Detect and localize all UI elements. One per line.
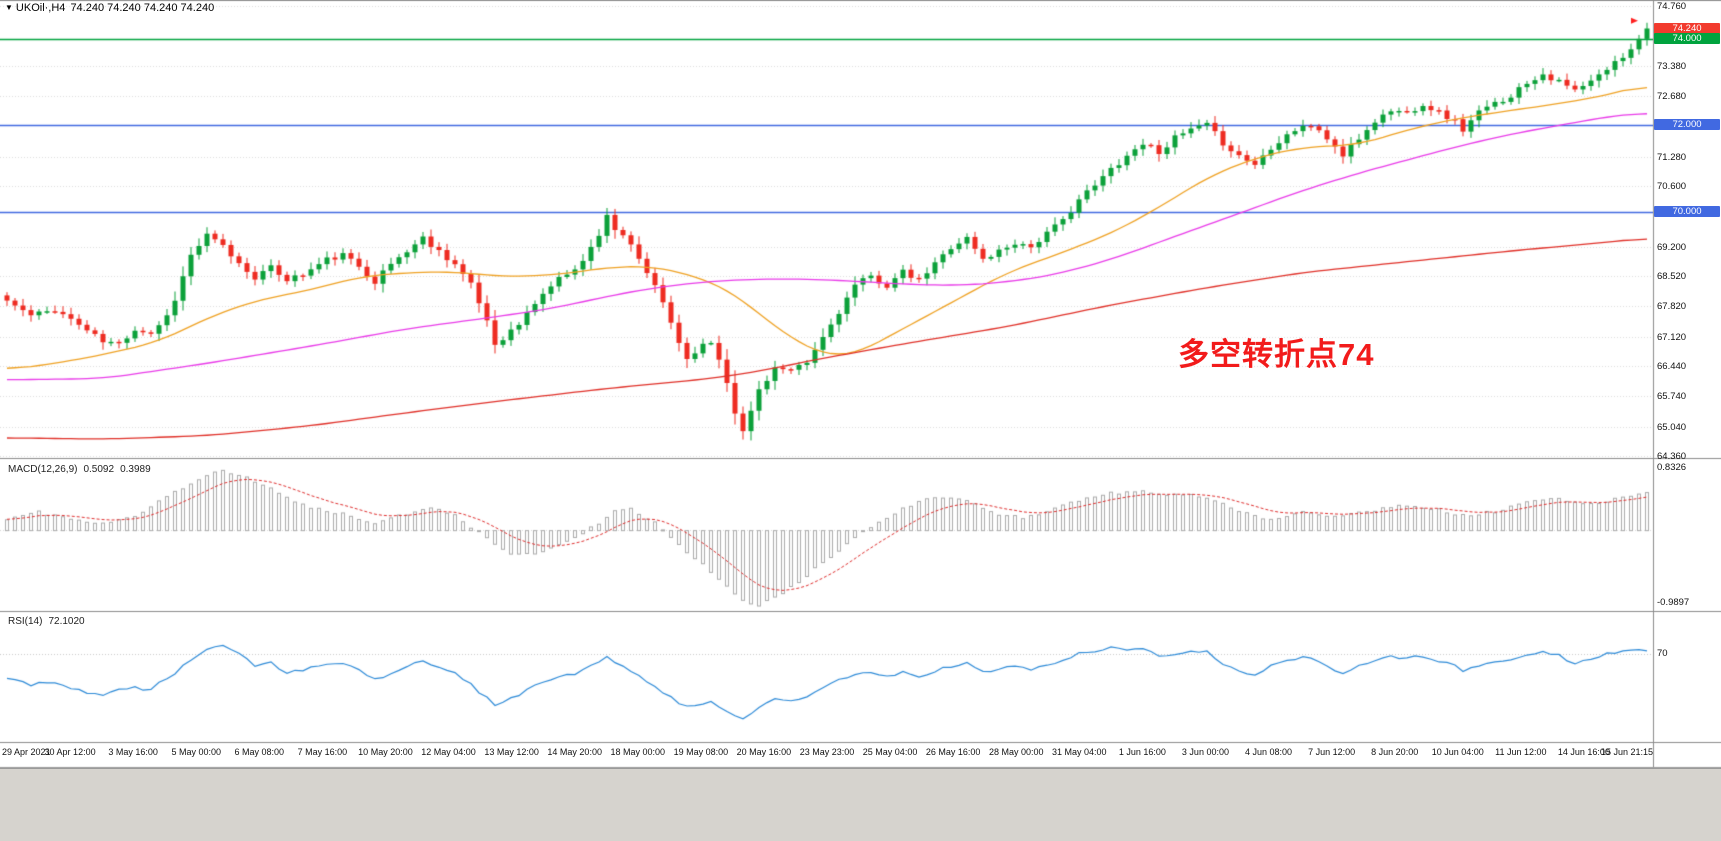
time-label: 3 May 16:00 [108,747,158,757]
rsi-value: 72.1020 [48,616,85,627]
rsi-indicator-label: RSI(14) 72.1020 [8,616,91,627]
time-label: 7 May 16:00 [297,747,348,757]
price-tick-label: 69.200 [1657,241,1687,253]
symbol-header: ▼ UKOil·,H4 74.240 74.240 74.240 74.240 [5,2,214,14]
symbol-title: UKOil·,H4 [15,2,66,14]
time-label: 5 May 00:00 [171,747,221,757]
time-label: 10 Jun 04:00 [1431,747,1484,757]
price-badge: 74.240 [1654,22,1720,34]
price-axis: 74.760 73.380 72.680 71.280 70.600 69.200 68.5… [1653,0,1721,742]
price-tick-label: 67.120 [1657,331,1687,343]
symbol-quotes: 74.240 74.240 74.240 74.240 [70,2,215,14]
rsi-level-70-label: 70 [1657,648,1668,659]
time-label: 19 May 08:00 [673,747,729,757]
time-label: 18 May 00:00 [610,747,666,757]
time-label: 14 Jun 16:00 [1557,747,1610,757]
time-label: 29 Apr 2021 [2,747,51,757]
price-tick-label: 67.820 [1657,301,1687,313]
macd-signal-value: 0.3989 [120,464,151,475]
macd-name: MACD(12,26,9) [8,464,78,475]
price-tick-label: 65.740 [1657,391,1687,403]
time-label: 12 May 04:00 [421,747,476,757]
time-label: 26 May 16:00 [925,747,981,757]
time-label: 6 May 08:00 [234,747,285,757]
time-label: 14 May 20:00 [547,747,602,757]
time-label: 31 May 04:00 [1052,747,1107,757]
time-label: 20 May 16:00 [736,747,792,757]
price-badge: 70.000 [1654,205,1720,217]
time-label: 13 May 12:00 [484,747,539,757]
macd-axis-min-label: -0.9897 [1657,597,1690,608]
time-label: 1 Jun 16:00 [1118,747,1166,757]
time-label: 10 May 20:00 [358,747,413,757]
time-label: 7 Jun 12:00 [1308,747,1356,757]
price-tick-label: 66.440 [1657,361,1687,372]
rsi-name: RSI(14) [8,616,43,627]
macd-axis-max-label: 0.8326 [1657,462,1687,473]
time-axis: 29 Apr 2021 30 Apr 12:00 3 May 16:00 5 May … [0,742,1653,768]
time-label: 25 May 04:00 [862,747,918,757]
price-tick-label: 74.760 [1657,1,1687,12]
time-label: 30 Apr 12:00 [44,747,96,757]
price-tick-label: 64.360 [1657,451,1687,462]
price-badge: 74.000 [1654,32,1720,44]
macd-indicator-label: MACD(12,26,9) 0.5092 0.3989 [8,464,157,475]
price-tick-label: 73.380 [1657,60,1687,72]
price-tick-label: 65.040 [1657,421,1687,433]
time-label: 4 Jun 08:00 [1245,747,1293,757]
price-tick-label: 70.600 [1657,181,1687,192]
time-label: 28 May 00:00 [988,747,1044,757]
price-tick-label: 72.680 [1657,91,1687,102]
symbol-dropdown-icon[interactable]: ▼ [5,3,13,12]
macd-value: 0.5092 [83,464,115,475]
price-tick-label: 68.520 [1657,271,1687,282]
time-label: 8 Jun 20:00 [1371,747,1419,757]
time-label: 15 Jun 21:15 [1600,747,1653,757]
price-tick-label: 71.280 [1657,151,1687,163]
window-footer [0,768,1721,841]
chart-annotation-text: 多空转折点74 [1178,337,1375,372]
time-label: 3 Jun 00:00 [1181,747,1229,757]
time-label: 11 Jun 12:00 [1495,747,1547,757]
time-label: 23 May 23:00 [799,747,855,757]
price-badge: 72.000 [1654,119,1720,131]
